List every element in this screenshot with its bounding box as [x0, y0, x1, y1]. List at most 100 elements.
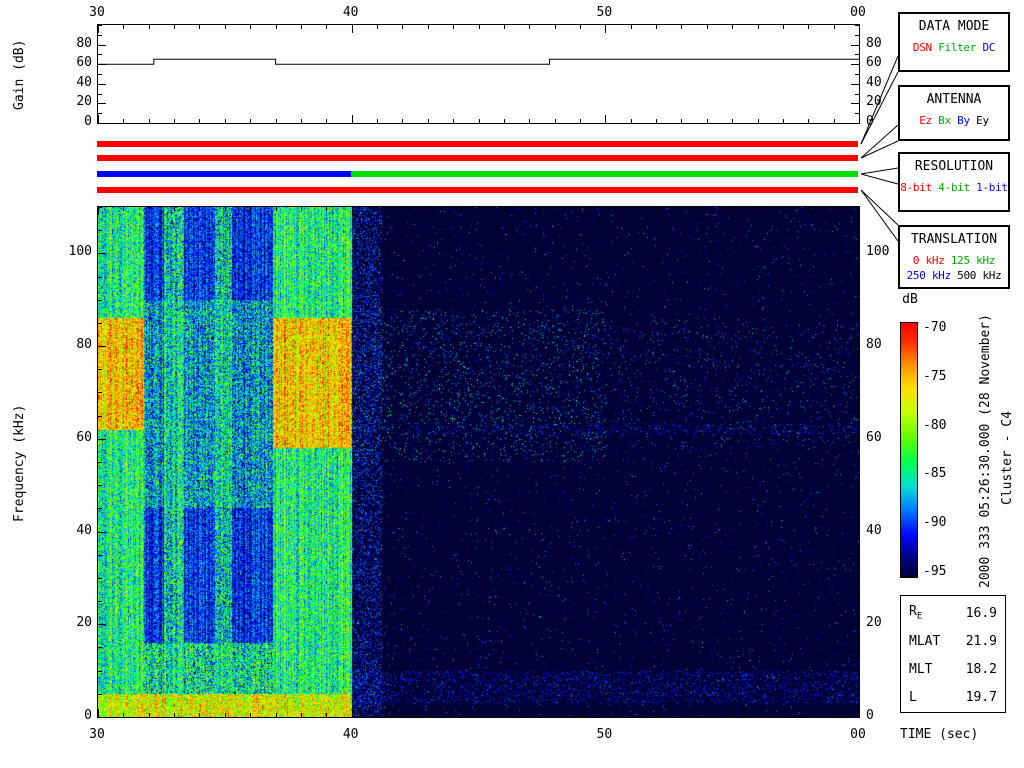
- colorbar-tick-label: -80: [923, 417, 947, 433]
- freq-tick-label-left: 100: [68, 244, 92, 260]
- control-option: DSN: [912, 41, 932, 54]
- tick-mark: [605, 115, 606, 123]
- orbit-label: RE: [909, 604, 923, 622]
- tick-mark: [529, 207, 530, 211]
- tick-mark: [656, 207, 657, 211]
- spectrogram-canvas: [98, 207, 859, 717]
- tick-mark: [98, 369, 102, 370]
- tick-mark: [859, 115, 860, 123]
- orbit-label: L: [909, 689, 917, 705]
- tick-mark: [250, 713, 251, 717]
- control-box-data-mode: DATA MODE DSN Filter DC: [898, 12, 1010, 72]
- time-tick-label-bottom: 50: [596, 727, 613, 742]
- freq-tick-label-right: 100: [866, 244, 890, 260]
- gain-tick-label-right: 40: [866, 74, 882, 90]
- tick-mark: [707, 207, 708, 211]
- orbit-row: MLT 18.2: [901, 655, 1005, 683]
- tick-mark: [783, 25, 784, 29]
- datetime-label: 2000 333 05:26:30.000 (28 November): [978, 314, 993, 588]
- freq-tick-label-right: 0: [866, 708, 874, 723]
- tick-mark: [758, 25, 759, 29]
- tick-mark: [98, 64, 106, 65]
- tick-mark: [428, 119, 429, 123]
- tick-mark: [98, 439, 106, 440]
- tick-mark: [851, 84, 859, 85]
- colorbar: [900, 322, 918, 578]
- gain-tick-label-left: 60: [76, 55, 92, 71]
- tick-mark: [428, 25, 429, 29]
- gain-trace-line: [98, 58, 859, 65]
- tick-mark: [855, 54, 859, 55]
- tick-mark: [174, 25, 175, 29]
- tick-mark: [580, 207, 581, 211]
- tick-mark: [98, 207, 99, 215]
- tick-mark: [225, 119, 226, 123]
- tick-mark: [681, 25, 682, 29]
- control-box-title: DATA MODE: [918, 19, 990, 34]
- tick-mark: [98, 462, 102, 463]
- control-option: Ez: [919, 114, 932, 127]
- tick-mark: [225, 25, 226, 29]
- tick-mark: [479, 207, 480, 211]
- tick-mark: [851, 346, 859, 347]
- gain-tick-label-right: 20: [866, 94, 882, 110]
- tick-mark: [851, 64, 859, 65]
- orbit-parameters-box: RE 16.9 MLAT 21.9 MLT 18.2 L 19.7: [900, 595, 1006, 713]
- tick-mark: [453, 207, 454, 211]
- tick-mark: [529, 119, 530, 123]
- control-option: 4-bit: [938, 181, 970, 194]
- colorbar-tick-label: -90: [923, 515, 947, 531]
- tick-mark: [851, 717, 859, 718]
- tick-mark: [98, 84, 106, 85]
- tick-mark: [402, 207, 403, 211]
- data-mode-bar: [97, 141, 858, 147]
- tick-mark: [808, 119, 809, 123]
- tick-mark: [504, 207, 505, 211]
- tick-mark: [98, 74, 102, 75]
- tick-mark: [855, 392, 859, 393]
- orbit-label-sub: E: [916, 611, 923, 622]
- tick-mark: [149, 25, 150, 29]
- time-tick-label-top: 40: [342, 5, 359, 20]
- callout-line: [860, 167, 899, 175]
- gain-tick-label-left: 40: [76, 74, 92, 90]
- tick-mark: [580, 119, 581, 123]
- tick-mark: [855, 35, 859, 36]
- tick-mark: [402, 25, 403, 29]
- tick-mark: [758, 713, 759, 717]
- tick-mark: [428, 713, 429, 717]
- tick-mark: [783, 119, 784, 123]
- freq-tick-label-left: 80: [76, 337, 92, 353]
- tick-mark: [98, 671, 102, 672]
- tick-mark: [98, 277, 102, 278]
- tick-mark: [98, 485, 102, 486]
- tick-mark: [855, 25, 859, 26]
- freq-tick-label-right: 60: [866, 429, 882, 445]
- tick-mark: [225, 713, 226, 717]
- tick-mark: [855, 485, 859, 486]
- resolution-bar: [350, 171, 858, 177]
- tick-mark: [98, 300, 102, 301]
- control-box-title: RESOLUTION: [914, 159, 994, 174]
- colorbar-tick-label: -85: [923, 466, 947, 482]
- tick-mark: [859, 207, 860, 215]
- orbit-value: 21.9: [965, 633, 997, 649]
- tick-mark: [681, 713, 682, 717]
- tick-mark: [851, 123, 859, 124]
- gain-axis-title: Gain (dB): [12, 39, 27, 110]
- tick-mark: [98, 555, 102, 556]
- gain-tick-label-right: 60: [866, 55, 882, 71]
- tick-mark: [834, 207, 835, 211]
- tick-mark: [98, 45, 106, 46]
- tick-mark: [851, 624, 859, 625]
- tick-mark: [98, 508, 102, 509]
- tick-mark: [225, 207, 226, 211]
- tick-mark: [98, 392, 102, 393]
- tick-mark: [149, 713, 150, 717]
- tick-mark: [98, 694, 102, 695]
- tick-mark: [555, 713, 556, 717]
- tick-mark: [580, 25, 581, 29]
- tick-mark: [377, 25, 378, 29]
- tick-mark: [855, 647, 859, 648]
- tick-mark: [402, 119, 403, 123]
